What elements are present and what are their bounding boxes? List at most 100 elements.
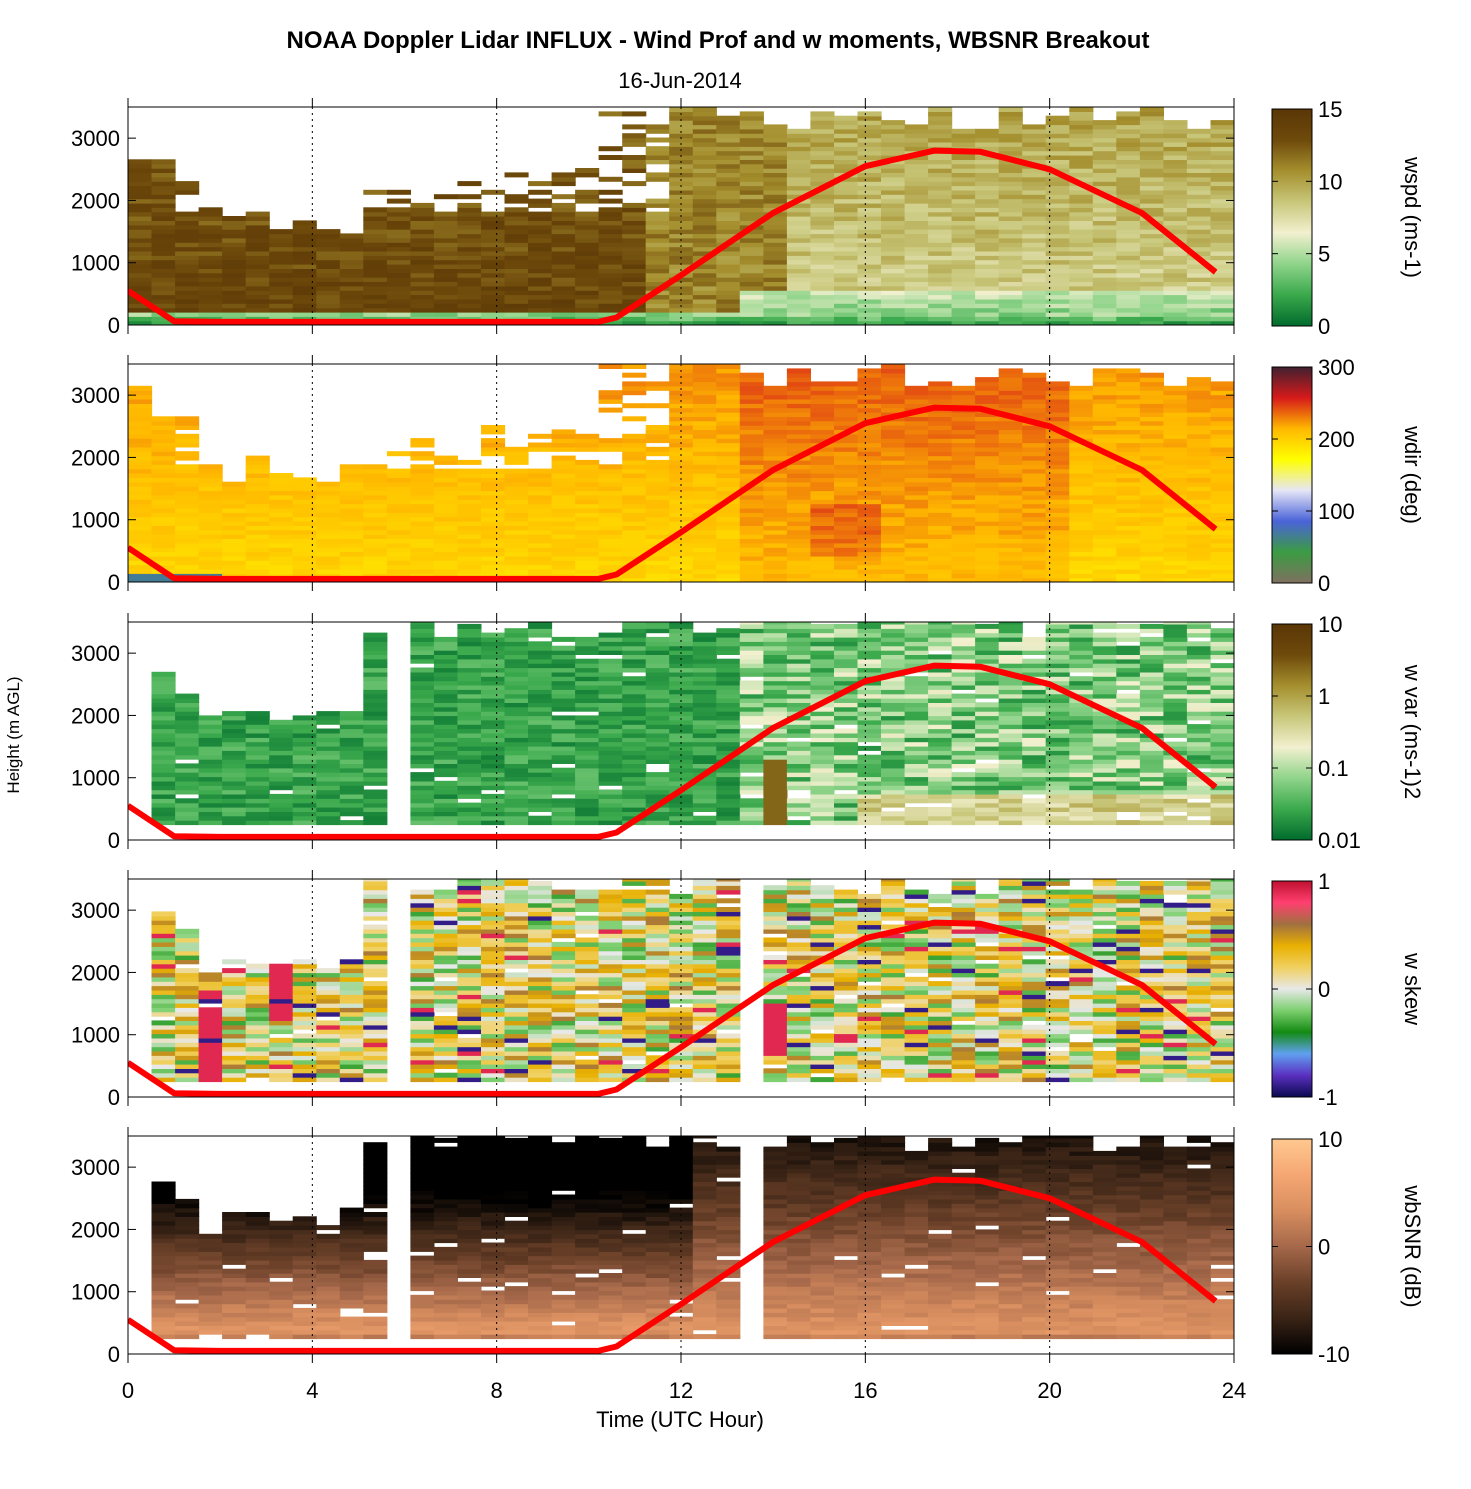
heatmap-cell [716, 645, 741, 651]
heatmap-cell [904, 507, 929, 513]
heatmap-cell [857, 259, 882, 265]
heatmap-cell [692, 185, 717, 191]
heatmap-cell [433, 737, 458, 743]
heatmap-cell [151, 715, 176, 721]
heatmap-cell [128, 176, 153, 182]
heatmap-cell [151, 724, 176, 730]
heatmap-cell [834, 385, 859, 391]
heatmap-cell [269, 759, 294, 764]
heatmap-cell [504, 811, 529, 817]
heatmap-cell [1210, 542, 1234, 548]
heatmap-cell [692, 451, 717, 457]
heatmap-cell [1022, 407, 1047, 413]
heatmap-cell [786, 320, 811, 325]
heatmap-cell [1186, 403, 1211, 409]
heatmap-cell [504, 285, 529, 291]
heatmap-cell [222, 551, 247, 557]
heatmap-cell [951, 398, 976, 404]
heatmap-cell [739, 693, 764, 699]
heatmap-cell [1069, 425, 1094, 430]
heatmap-cell [1092, 455, 1117, 461]
heatmap-cell [810, 573, 835, 579]
heatmap-cell [433, 547, 458, 553]
heatmap-cell [1210, 468, 1234, 474]
heatmap-cell [622, 446, 647, 452]
heatmap-cell [857, 229, 882, 235]
heatmap-cell [881, 529, 906, 535]
heatmap-cell [786, 168, 811, 173]
heatmap-cell [951, 577, 976, 582]
heatmap-cell [834, 155, 859, 160]
heatmap-cell [669, 645, 694, 651]
heatmap-cell [1139, 150, 1164, 156]
heatmap-cell [669, 772, 694, 778]
heatmap-cell [857, 542, 882, 548]
heatmap-cell [739, 577, 764, 582]
heatmap-cell [528, 433, 553, 439]
heatmap-cell [339, 780, 364, 786]
heatmap-cell [998, 181, 1023, 187]
heatmap-cell [1045, 464, 1070, 470]
heatmap-cell [410, 290, 435, 296]
heatmap-cell [481, 507, 506, 513]
heatmap-cell [410, 693, 435, 699]
heatmap-cell [504, 172, 529, 178]
heatmap-cell [292, 303, 317, 309]
heatmap-cell [1022, 403, 1047, 409]
heatmap-cell [481, 573, 506, 579]
heatmap-cell [481, 807, 506, 812]
heatmap-cell [810, 394, 835, 400]
heatmap-cell [1069, 168, 1094, 173]
heatmap-cell [1210, 290, 1234, 296]
heatmap-cell [904, 233, 929, 239]
heatmap-cell [598, 233, 623, 239]
heatmap-cell [575, 490, 600, 496]
heatmap-cell [245, 294, 270, 300]
heatmap-cell [716, 702, 741, 708]
heatmap-cell [316, 250, 341, 256]
heatmap-cell [1139, 446, 1164, 452]
heatmap-cell [1210, 233, 1234, 239]
heatmap-cell [975, 237, 1000, 243]
heatmap-cell [528, 534, 553, 539]
heatmap-cell [1186, 568, 1211, 574]
heatmap-cell [834, 185, 859, 191]
heatmap-cell [1116, 468, 1141, 474]
heatmap-cell [457, 754, 482, 760]
heatmap-cell [928, 534, 953, 539]
heatmap-cell [575, 702, 600, 708]
heatmap-cell [504, 820, 529, 826]
heatmap-cell [433, 728, 458, 734]
heatmap-cell [857, 654, 882, 660]
heatmap-cell [339, 741, 364, 747]
heatmap-cell [528, 667, 553, 673]
heatmap-cell [692, 671, 717, 677]
y-tick-label: 3000 [71, 383, 120, 408]
heatmap-cell [598, 728, 623, 734]
heatmap-cell [175, 311, 200, 317]
heatmap-cell [951, 311, 976, 317]
heatmap-cell [551, 255, 576, 261]
heatmap-cell [457, 459, 482, 465]
heatmap-cell [763, 398, 788, 404]
heatmap-cell [857, 724, 882, 730]
heatmap-cell [1210, 534, 1234, 539]
heatmap-cell [1210, 277, 1234, 282]
heatmap-cell [928, 499, 953, 505]
heatmap-cell [669, 155, 694, 160]
heatmap-cell [1045, 521, 1070, 526]
heatmap-cell [316, 815, 341, 821]
heatmap-cell [551, 216, 576, 221]
heatmap-cell [786, 385, 811, 391]
heatmap-cell [598, 220, 623, 226]
heatmap-cell [575, 242, 600, 248]
heatmap-cell [339, 732, 364, 738]
heatmap-cell [1045, 481, 1070, 487]
heatmap-cell [316, 547, 341, 553]
heatmap-cell [881, 654, 906, 660]
heatmap-cell [575, 741, 600, 747]
heatmap-cell [151, 711, 176, 717]
heatmap-cell [857, 246, 882, 252]
heatmap-cell [1139, 233, 1164, 239]
heatmap-cell [128, 172, 153, 178]
